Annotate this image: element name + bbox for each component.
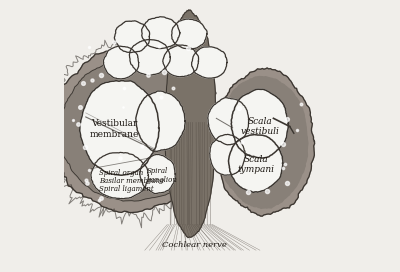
Text: Vestibular
membrane: Vestibular membrane — [90, 119, 139, 139]
Polygon shape — [212, 68, 314, 216]
Polygon shape — [217, 76, 308, 208]
Text: Basilar membrane: Basilar membrane — [99, 177, 164, 185]
Polygon shape — [231, 89, 288, 158]
Polygon shape — [210, 134, 246, 175]
Polygon shape — [164, 10, 217, 237]
Polygon shape — [129, 39, 170, 75]
Text: Spiral organ: Spiral organ — [99, 169, 144, 177]
Polygon shape — [103, 46, 139, 79]
Text: Scala
tympani: Scala tympani — [237, 155, 274, 174]
Polygon shape — [59, 60, 204, 201]
Polygon shape — [228, 135, 283, 192]
Polygon shape — [114, 21, 150, 52]
Polygon shape — [49, 48, 218, 212]
Polygon shape — [140, 154, 175, 194]
Polygon shape — [172, 19, 207, 49]
Text: Spiral
ganglion: Spiral ganglion — [147, 167, 178, 184]
Polygon shape — [163, 45, 199, 77]
Polygon shape — [136, 91, 185, 152]
Polygon shape — [192, 47, 227, 78]
Polygon shape — [142, 17, 180, 49]
Polygon shape — [80, 81, 159, 175]
Text: Scala
vestibuli: Scala vestibuli — [240, 117, 279, 136]
Text: Spiral ligament: Spiral ligament — [99, 185, 154, 193]
Polygon shape — [208, 98, 249, 145]
Text: Cochlear nerve: Cochlear nerve — [162, 241, 227, 249]
Polygon shape — [91, 152, 148, 199]
